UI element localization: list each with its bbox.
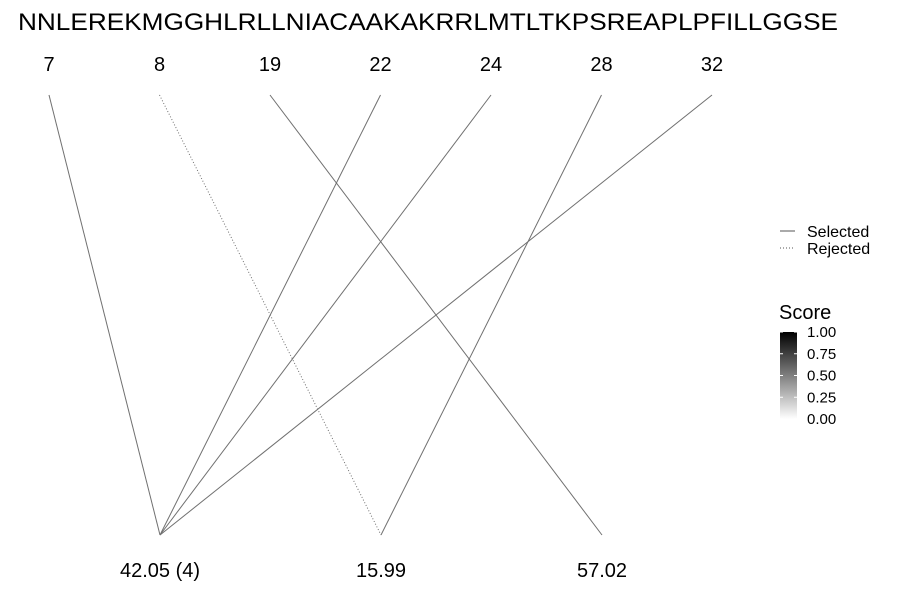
link-24-to-mass-0 bbox=[159, 94, 492, 536]
position-label-32: 32 bbox=[701, 54, 723, 76]
score-tick-label: 0.50 bbox=[807, 368, 836, 385]
mass-labels: 42.05 (4) 15.99 57.02 bbox=[120, 560, 627, 582]
position-label-22: 22 bbox=[369, 54, 391, 76]
legend-selected-label: Selected bbox=[807, 224, 869, 241]
sequence-title: NNLEREKMGGHLRLLNIACAAKAKRRLMTLTKPSREAPLP… bbox=[18, 9, 838, 36]
links-layer bbox=[48, 94, 713, 536]
link-22-to-mass-0 bbox=[159, 94, 381, 536]
score-tick-label: 1.00 bbox=[807, 324, 836, 341]
mass-label-0: 42.05 (4) bbox=[120, 560, 200, 582]
score-tick-label: 0.25 bbox=[807, 389, 836, 406]
score-colorbar bbox=[780, 332, 797, 419]
link-28-to-mass-1 bbox=[380, 94, 602, 536]
score-tick-label: 0.75 bbox=[807, 346, 836, 363]
mass-label-2: 57.02 bbox=[577, 560, 627, 582]
position-label-28: 28 bbox=[590, 54, 612, 76]
legend-rejected-label: Rejected bbox=[807, 241, 870, 258]
position-label-24: 24 bbox=[480, 54, 502, 76]
mass-label-1: 15.99 bbox=[356, 560, 406, 582]
position-labels: 7 8 19 22 24 28 32 bbox=[43, 54, 723, 76]
position-label-19: 19 bbox=[259, 54, 281, 76]
link-32-to-mass-0 bbox=[159, 94, 713, 536]
score-legend-title: Score bbox=[779, 302, 831, 324]
score-ticks: 1.00 0.75 0.50 0.25 0.00 bbox=[780, 324, 836, 428]
position-label-8: 8 bbox=[154, 54, 165, 76]
score-tick-label: 0.00 bbox=[807, 411, 836, 428]
score-legend: Score 1.00 0.75 0.50 0.25 0.00 bbox=[779, 302, 836, 428]
status-legend: Selected Rejected bbox=[780, 224, 870, 258]
position-label-7: 7 bbox=[43, 54, 54, 76]
link-7-to-mass-0 bbox=[48, 94, 161, 536]
